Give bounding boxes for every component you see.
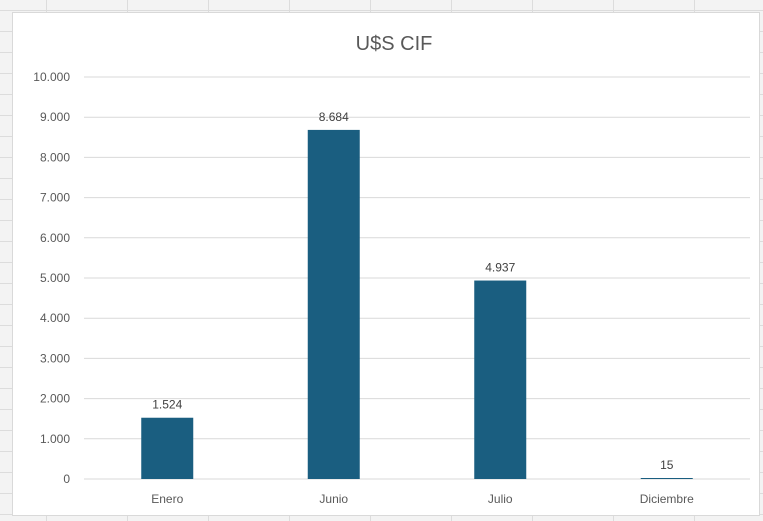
- x-tick-label: Diciembre: [640, 492, 694, 506]
- chart-title: U$S CIF: [356, 33, 433, 55]
- y-tick-label: 6.000: [40, 231, 70, 245]
- y-tick-label: 3.000: [40, 351, 70, 365]
- bar-diciembre[interactable]: [640, 478, 693, 479]
- x-tick-label: Junio: [319, 492, 348, 506]
- bar-enero[interactable]: [141, 417, 194, 479]
- y-tick-label: 4.000: [40, 311, 70, 325]
- bar-julio[interactable]: [474, 280, 527, 479]
- y-tick-label: 2.000: [40, 392, 70, 406]
- data-label: 1.524: [152, 398, 182, 412]
- y-tick-label: 10.000: [33, 70, 70, 84]
- data-label: 4.937: [485, 261, 515, 275]
- y-tick-label: 9.000: [40, 110, 70, 124]
- data-label: 15: [660, 458, 674, 472]
- x-tick-label: Enero: [151, 492, 183, 506]
- y-tick-label: 7.000: [40, 191, 70, 205]
- x-tick-label: Julio: [488, 492, 513, 506]
- bar-junio[interactable]: [307, 129, 360, 479]
- y-tick-label: 5.000: [40, 271, 70, 285]
- y-tick-label: 1.000: [40, 432, 70, 446]
- y-tick-label: 8.000: [40, 150, 70, 164]
- chart-area[interactable]: [12, 12, 760, 516]
- y-tick-label: 0: [63, 472, 70, 486]
- data-label: 8.684: [319, 110, 349, 124]
